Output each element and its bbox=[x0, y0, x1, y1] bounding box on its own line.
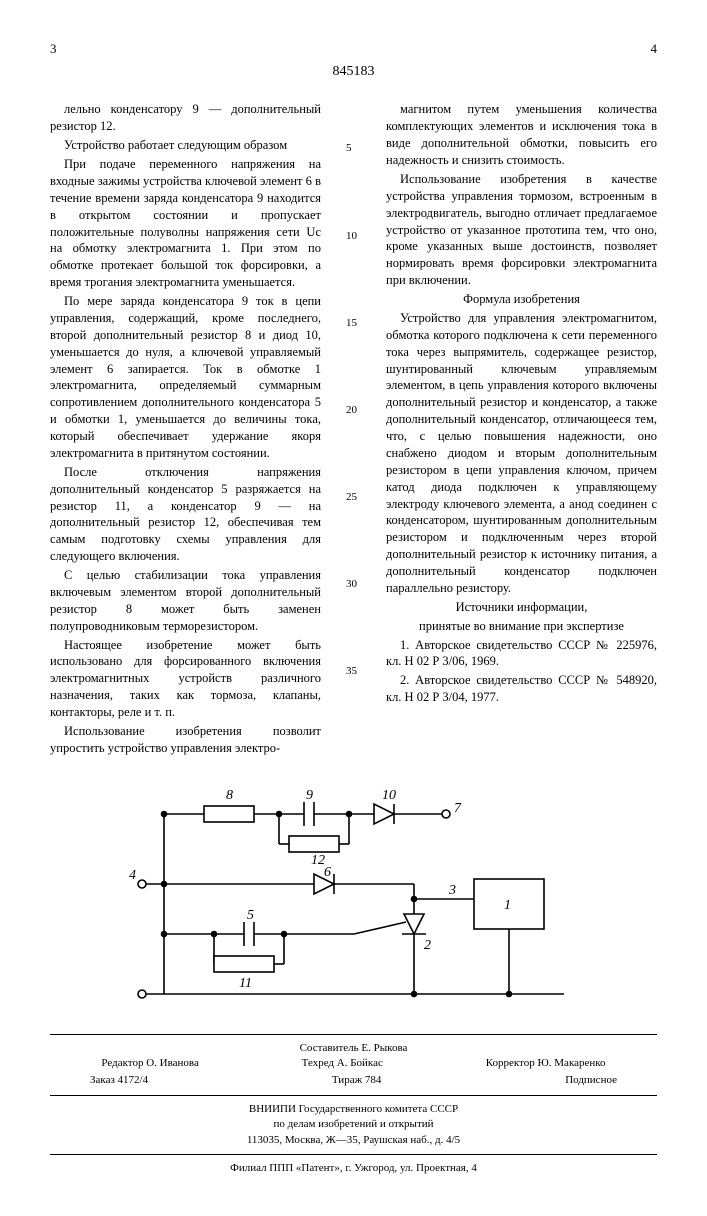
footer-tirage: Тираж 784 bbox=[332, 1073, 382, 1088]
label-8: 8 bbox=[226, 788, 233, 803]
sources-title: Источники информации, bbox=[386, 599, 657, 616]
left-column: лельно конденсатору 9 — дополнительный р… bbox=[50, 101, 321, 758]
footer-org1: ВНИИПИ Государственного комитета СССР bbox=[50, 1102, 657, 1117]
line-num: 25 bbox=[346, 490, 361, 505]
footer-compiler: Составитель Е. Рыкова bbox=[50, 1041, 657, 1056]
para: Использование изобретения позволит упрос… bbox=[50, 723, 321, 757]
para: По мере заряда конденсатора 9 ток в цепи… bbox=[50, 293, 321, 462]
footer-order: Заказ 4172/4 bbox=[90, 1073, 148, 1088]
para: лельно конденсатору 9 — дополнительный р… bbox=[50, 101, 321, 135]
para: С целью стабилизации тока управления вкл… bbox=[50, 567, 321, 635]
line-num: 30 bbox=[346, 577, 361, 592]
footer-techred: Техред А. Бойкас bbox=[302, 1056, 383, 1071]
label-1: 1 bbox=[504, 898, 511, 913]
label-9: 9 bbox=[306, 788, 313, 803]
footer-corrector: Корректор Ю. Макаренко bbox=[486, 1056, 606, 1071]
source-item: 1. Авторское свидетельство СССР № 225976… bbox=[386, 637, 657, 671]
page-number-right: 4 bbox=[651, 40, 658, 58]
line-num: 10 bbox=[346, 229, 361, 244]
label-3: 3 bbox=[448, 883, 456, 898]
source-item: 2. Авторское свидетельство СССР № 548920… bbox=[386, 672, 657, 706]
label-10: 10 bbox=[382, 788, 396, 803]
page-number-left: 3 bbox=[50, 40, 57, 58]
sources-subtitle: принятые во внимание при экспертизе bbox=[386, 618, 657, 635]
label-6: 6 bbox=[324, 865, 331, 880]
right-column: магнитом путем уменьшения количества ком… bbox=[386, 101, 657, 758]
formula-body: Устройство для управления электромагнито… bbox=[386, 310, 657, 597]
circuit-diagram: 8 9 10 7 12 6 4 5 11 2 3 1 bbox=[114, 784, 594, 1014]
label-5: 5 bbox=[247, 908, 254, 923]
label-2: 2 bbox=[424, 938, 431, 953]
line-num: 5 bbox=[346, 141, 361, 156]
para: Использование изобретения в качестве уст… bbox=[386, 171, 657, 289]
patent-number: 845183 bbox=[50, 63, 657, 82]
footer: Составитель Е. Рыкова Редактор О. Иванов… bbox=[50, 1034, 657, 1177]
label-11: 11 bbox=[239, 976, 252, 991]
footer-addr2: Филиал ППП «Патент», г. Ужгород, ул. Про… bbox=[50, 1161, 657, 1176]
footer-addr1: 113035, Москва, Ж—35, Раушская наб., д. … bbox=[50, 1133, 657, 1148]
formula-title: Формула изобретения bbox=[386, 291, 657, 308]
line-numbers: 5 10 15 20 25 30 35 bbox=[346, 101, 361, 758]
para: магнитом путем уменьшения количества ком… bbox=[386, 101, 657, 169]
para: При подаче переменного напряжения на вхо… bbox=[50, 156, 321, 291]
para: После отключения напряжения дополнительн… bbox=[50, 464, 321, 565]
para: Настоящее изобретение может быть использ… bbox=[50, 637, 321, 721]
line-num: 15 bbox=[346, 316, 361, 331]
footer-subscription: Подписное bbox=[565, 1073, 617, 1088]
text-columns: лельно конденсатору 9 — дополнительный р… bbox=[50, 101, 657, 758]
line-num: 20 bbox=[346, 403, 361, 418]
label-12: 12 bbox=[311, 853, 325, 868]
label-4: 4 bbox=[129, 868, 136, 883]
line-num: 35 bbox=[346, 664, 361, 679]
para: Устройство работает следующим образом bbox=[50, 137, 321, 154]
footer-org2: по делам изобретений и открытий bbox=[50, 1117, 657, 1132]
label-7: 7 bbox=[454, 801, 462, 816]
footer-editor: Редактор О. Иванова bbox=[101, 1056, 198, 1071]
